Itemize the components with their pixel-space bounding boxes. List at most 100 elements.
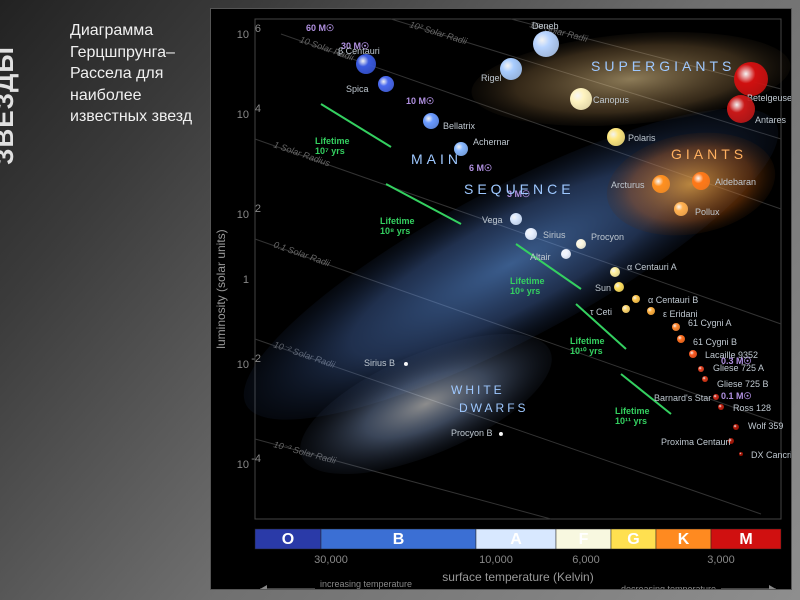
radius-label: 0.1 Solar Radii — [272, 239, 332, 268]
mass-label: 10 M☉ — [406, 96, 434, 106]
star-label: Antares — [755, 115, 787, 125]
star-label: Spica — [346, 84, 369, 94]
star-sun — [614, 282, 624, 292]
star-label: Betelgeuse — [747, 93, 791, 103]
star-vega — [510, 213, 522, 225]
hr-diagram: 10³ Solar Radii10² Solar Radii10 Solar R… — [210, 8, 792, 590]
region-label: GIANTS — [671, 146, 747, 162]
star-label: Arcturus — [611, 180, 645, 190]
mass-label: 0.1 M☉ — [721, 391, 752, 401]
region-label: MAIN — [411, 151, 462, 167]
spectral-letter: B — [393, 531, 405, 548]
left-arrow-text: increasing temperature — [320, 579, 412, 589]
lifetime-label: Lifetime — [615, 406, 650, 416]
star-label: Sirius B — [364, 358, 395, 368]
star--centauri-a — [610, 267, 620, 277]
star-61-cygni-b — [677, 335, 685, 343]
mass-label: 60 M☉ — [306, 23, 334, 33]
star-label: Lacaille 9352 — [705, 350, 758, 360]
star-bellatrix — [423, 113, 439, 129]
star-label: Gliese 725 A — [713, 363, 764, 373]
star-61-cygni-a — [672, 323, 680, 331]
x-tick: 3,000 — [707, 554, 735, 566]
star-label: 61 Cygni B — [693, 337, 737, 347]
star-sirius — [525, 228, 537, 240]
star-procyon — [576, 239, 586, 249]
star-deneb — [533, 31, 559, 57]
y-tick-exp: 2 — [255, 203, 261, 215]
star-sirius-b — [404, 362, 408, 366]
star-aldebaran — [692, 172, 710, 190]
star-label: Altair — [530, 252, 551, 262]
spectral-letter: M — [739, 531, 752, 548]
lifetime-label: Lifetime — [380, 216, 415, 226]
star-label: Proxima Centauri — [661, 437, 731, 447]
y-tick-exp: 4 — [255, 103, 261, 115]
star-label: Polaris — [628, 133, 656, 143]
lifetime-label: 10⁷ yrs — [315, 146, 345, 156]
star-spica — [378, 76, 394, 92]
spectral-letter: K — [678, 531, 690, 548]
star-label: 61 Cygni A — [688, 318, 732, 328]
lifetime-label: 10⁹ yrs — [510, 286, 540, 296]
star-label: Bellatrix — [443, 121, 476, 131]
star-polaris — [607, 128, 625, 146]
star-label: Pollux — [695, 207, 720, 217]
right-arrow-head — [769, 585, 776, 589]
lifetime-label: Lifetime — [510, 276, 545, 286]
star-betelgeuse — [734, 62, 768, 96]
star-canopus — [570, 88, 592, 110]
lifetime-label: 10⁸ yrs — [380, 226, 410, 236]
y-tick: 1 — [243, 274, 249, 286]
star-barnard-s-star — [713, 394, 719, 400]
y-tick: 10 — [237, 209, 249, 221]
radius-label: 10² Solar Radii — [408, 19, 469, 46]
star-label: Deneb — [532, 21, 559, 31]
y-tick: 10 — [237, 29, 249, 41]
star-label: Canopus — [593, 95, 630, 105]
star-procyon-b — [499, 432, 503, 436]
star-label: β Centauri — [338, 46, 380, 56]
region-label: SUPERGIANTS — [591, 58, 735, 74]
star-dx-cancri — [739, 452, 743, 456]
spectral-letter: O — [282, 531, 294, 548]
y-tick-exp: 6 — [255, 23, 261, 35]
star-label: Barnard's Star — [654, 393, 711, 403]
spectral-letter: F — [579, 531, 589, 548]
y-tick-exp: -2 — [251, 353, 261, 365]
y-axis-label: luminosity (solar units) — [214, 229, 228, 348]
star-arcturus — [652, 175, 670, 193]
star--eridani — [647, 307, 655, 315]
description-text: Диаграмма Герцшпрунга–Рассела для наибол… — [70, 20, 200, 128]
region-label: SEQUENCE — [464, 181, 575, 197]
vertical-title: ЗВЕЗДЫ — [0, 46, 20, 165]
star--ceti — [622, 305, 630, 313]
star-ross-128 — [718, 404, 724, 410]
star-label: Sirius — [543, 230, 566, 240]
mass-label: 6 M☉ — [469, 163, 492, 173]
lifetime-label: Lifetime — [315, 136, 350, 146]
region-label: WHITE — [451, 383, 505, 397]
x-tick: 6,000 — [572, 554, 600, 566]
lifetime-label: 10¹⁰ yrs — [570, 346, 603, 356]
x-axis-label: surface temperature (Kelvin) — [442, 570, 593, 584]
y-tick: 10 — [237, 109, 249, 121]
star-label: Procyon — [591, 232, 624, 242]
star-antares — [727, 95, 755, 123]
star-label: Rigel — [481, 73, 502, 83]
y-tick: 10 — [237, 359, 249, 371]
region-label: DWARFS — [459, 401, 529, 415]
star-pollux — [674, 202, 688, 216]
star-label: Procyon B — [451, 428, 493, 438]
star-label: Wolf 359 — [748, 421, 783, 431]
y-tick: 10 — [237, 459, 249, 471]
x-tick: 30,000 — [314, 554, 348, 566]
star-label: Gliese 725 B — [717, 379, 769, 389]
lifetime-label: Lifetime — [570, 336, 605, 346]
star-label: Ross 128 — [733, 403, 771, 413]
spectral-letter: G — [627, 531, 639, 548]
star-label: Vega — [482, 215, 503, 225]
star-label: α Centauri A — [627, 262, 677, 272]
right-arrow-text: decreasing temperature — [621, 584, 716, 589]
star-rigel — [500, 58, 522, 80]
